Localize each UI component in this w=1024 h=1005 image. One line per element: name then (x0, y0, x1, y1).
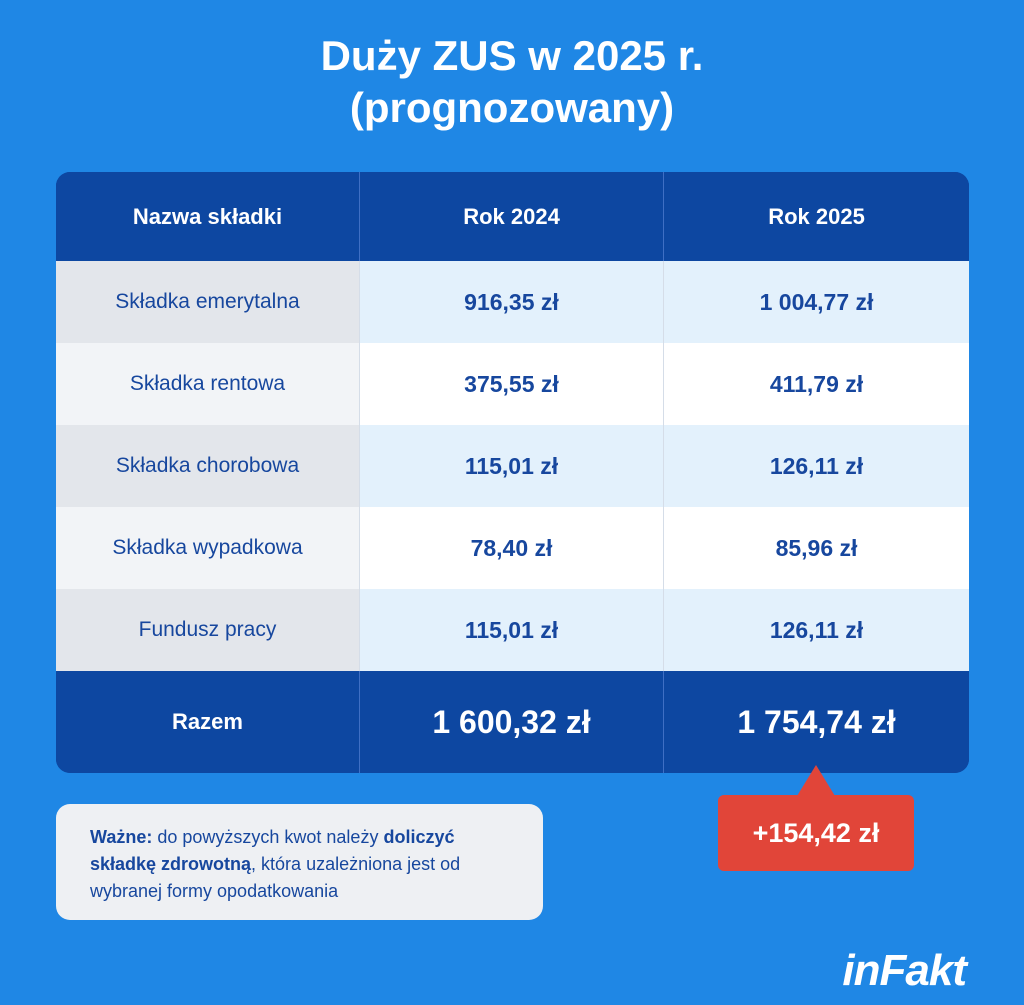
row-label: Fundusz pracy (56, 589, 360, 671)
table-total-row: Razem 1 600,32 zł 1 754,74 zł (56, 671, 969, 773)
header-cell-2025: Rok 2025 (768, 203, 865, 229)
title-line-1: Duży ZUS w 2025 r. (320, 32, 704, 79)
contribution-table: Nazwa składki Rok 2024 Rok 2025 Składka … (56, 172, 969, 773)
badge-pointer (797, 765, 835, 796)
row-label: Składka chorobowa (56, 425, 360, 507)
row-value-2025: 126,11 zł (664, 589, 969, 671)
important-note: Ważne: do powyższych kwot należy doliczy… (56, 804, 543, 920)
note-label: Ważne: (90, 827, 153, 847)
row-label: Składka wypadkowa (56, 507, 360, 589)
row-value-2025: 126,11 zł (664, 425, 969, 507)
table-header-row: Nazwa składki Rok 2024 Rok 2025 (56, 172, 969, 261)
infakt-logo: inFakt (842, 946, 967, 995)
row-value-2024: 78,40 zł (360, 507, 664, 589)
table-row: Fundusz pracy 115,01 zł 126,11 zł (56, 589, 969, 671)
difference-badge: +154,42 zł (718, 795, 914, 871)
row-value-2025: 411,79 zł (664, 343, 969, 425)
table-row: Składka chorobowa 115,01 zł 126,11 zł (56, 425, 969, 507)
total-value-2025: 1 754,74 zł (737, 703, 896, 740)
note-bold-text: doliczyć składkę zdrowotną (90, 827, 455, 874)
table-row: Składka emerytalna 916,35 zł 1 004,77 zł (56, 261, 969, 343)
total-label: Razem (56, 671, 360, 773)
row-value-2025: 85,96 zł (664, 507, 969, 589)
row-label: Składka emerytalna (56, 261, 360, 343)
note-text-2: , która uzależniona jest od wybranej for… (90, 854, 461, 901)
title-line-2: (prognozowany) (349, 84, 675, 131)
table-row: Składka rentowa 375,55 zł 411,79 zł (56, 343, 969, 425)
row-value-2024: 115,01 zł (360, 589, 664, 671)
header-cell-2024: Rok 2024 (360, 172, 664, 261)
row-value-2024: 916,35 zł (360, 261, 664, 343)
total-value-2024: 1 600,32 zł (360, 671, 664, 773)
note-text-1: do powyższych kwot należy (152, 827, 384, 847)
table-row: Składka wypadkowa 78,40 zł 85,96 zł (56, 507, 969, 589)
row-value-2024: 375,55 zł (360, 343, 664, 425)
header-cell-name: Nazwa składki (56, 172, 360, 261)
row-label: Składka rentowa (56, 343, 360, 425)
row-value-2025: 1 004,77 zł (664, 261, 969, 343)
row-value-2024: 115,01 zł (360, 425, 664, 507)
page-title: Duży ZUS w 2025 r. (prognozowany) (0, 30, 1024, 134)
